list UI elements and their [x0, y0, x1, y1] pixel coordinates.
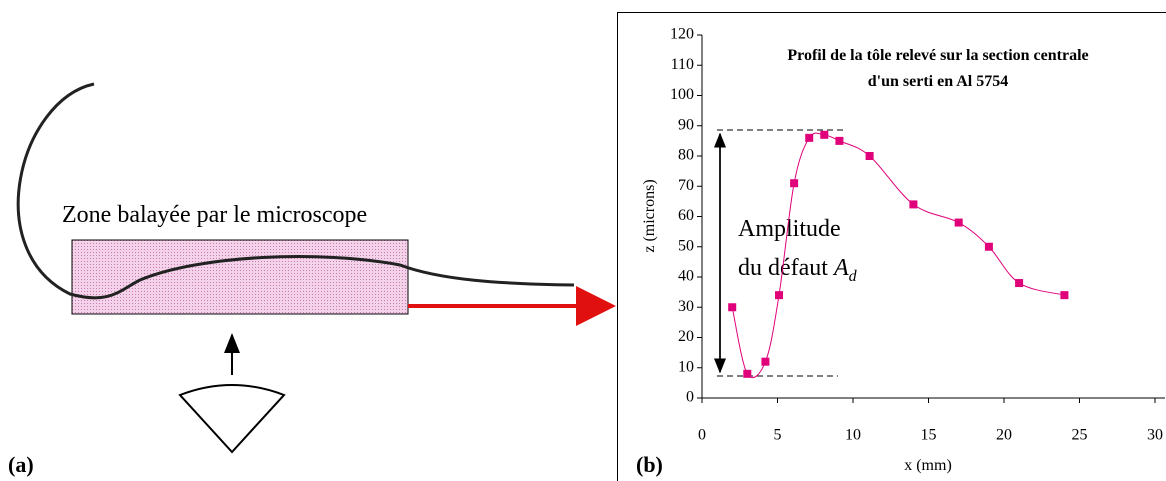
panel-label: (b)	[636, 452, 663, 477]
chart-title: d'un serti en Al 5754	[868, 73, 1008, 90]
x-tick-label: 20	[996, 427, 1012, 444]
x-tick-label: 0	[698, 427, 706, 444]
annotation: du défaut Ad	[738, 255, 858, 285]
eye	[178, 384, 286, 454]
x-tick-label: 5	[774, 427, 782, 444]
zone-label: Zone balayée par le microscope	[62, 202, 367, 228]
point	[1060, 291, 1069, 300]
x-tick-label: 30	[1147, 427, 1163, 444]
point	[761, 357, 770, 366]
point	[835, 136, 844, 145]
y-tick-label: 110	[671, 56, 694, 73]
point	[805, 133, 814, 142]
x-tick-label: 15	[921, 427, 937, 444]
y-tick-label: 90	[678, 116, 694, 133]
point	[775, 291, 784, 300]
point	[728, 303, 737, 312]
point	[865, 152, 874, 160]
x-tick-label: 25	[1072, 427, 1088, 444]
x-tick-label: 10	[845, 427, 861, 444]
point	[790, 179, 799, 188]
y-tick-label: 50	[678, 237, 694, 254]
annotation: Amplitude	[738, 216, 841, 242]
annotation-subscript: d	[849, 268, 858, 285]
y-tick-label: 80	[678, 147, 694, 164]
point	[984, 242, 993, 251]
point	[743, 369, 752, 378]
y-tick-label: 0	[686, 389, 694, 406]
y-tick-label: 60	[678, 207, 694, 224]
point	[954, 218, 963, 227]
y-tick-label: 10	[678, 358, 694, 375]
y-tick-label: 120	[670, 26, 694, 43]
y-tick-label: 30	[678, 298, 694, 315]
annotation: du défaut	[738, 255, 834, 281]
y-tick-label: 70	[678, 177, 694, 194]
y-tick-label: 100	[670, 86, 694, 103]
x-axis-label: x (mm)	[904, 457, 952, 474]
point	[909, 200, 918, 209]
y-axis-label: z (microns)	[641, 179, 658, 252]
sheet-profile	[16, 82, 575, 300]
scan-zone	[71, 239, 409, 315]
point	[820, 130, 829, 139]
y-tick-label: 20	[678, 328, 694, 345]
chart-frame	[617, 12, 1166, 481]
annotation-symbol: A	[832, 255, 849, 281]
chart-title: Profil de la tôle relevé sur la section …	[787, 47, 1088, 64]
point	[1015, 279, 1024, 288]
y-tick-label: 40	[678, 268, 694, 285]
panel-label: (a)	[8, 452, 34, 477]
